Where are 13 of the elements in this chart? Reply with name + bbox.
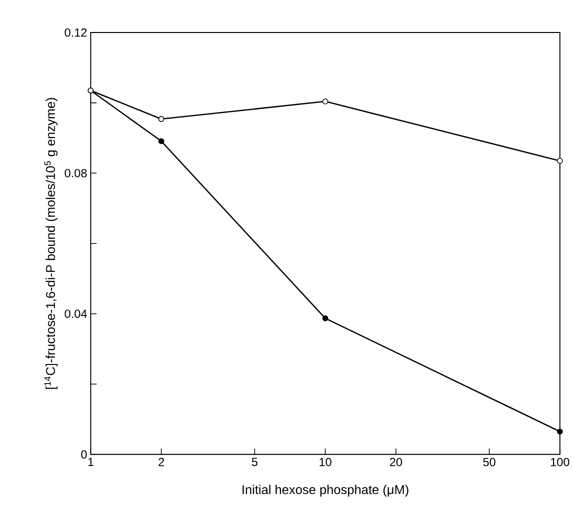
y-tick-label: 0.12 (64, 28, 87, 37)
x-tick-label: 10 (320, 458, 332, 466)
x-tick-label: 1 (88, 458, 94, 466)
y-tick-label: 0.08 (64, 169, 87, 178)
x-tick-label: 5 (252, 458, 258, 466)
x-tick-label: 2 (158, 458, 164, 466)
y-tick-label: 0 (81, 450, 87, 459)
x-axis-title: Initial hexose phosphate (μM) (242, 485, 408, 497)
x-tick-label: 20 (390, 458, 402, 466)
y-tick-label: 0.04 (64, 310, 87, 318)
x-tick-label: 50 (483, 458, 496, 466)
y-axis-title: [$^{14}$C]-fructose-1,6-di-P bound (moles/10$^{5}$ g enzyme) (44, 98, 58, 390)
x-tick-label: 100 (550, 458, 570, 466)
